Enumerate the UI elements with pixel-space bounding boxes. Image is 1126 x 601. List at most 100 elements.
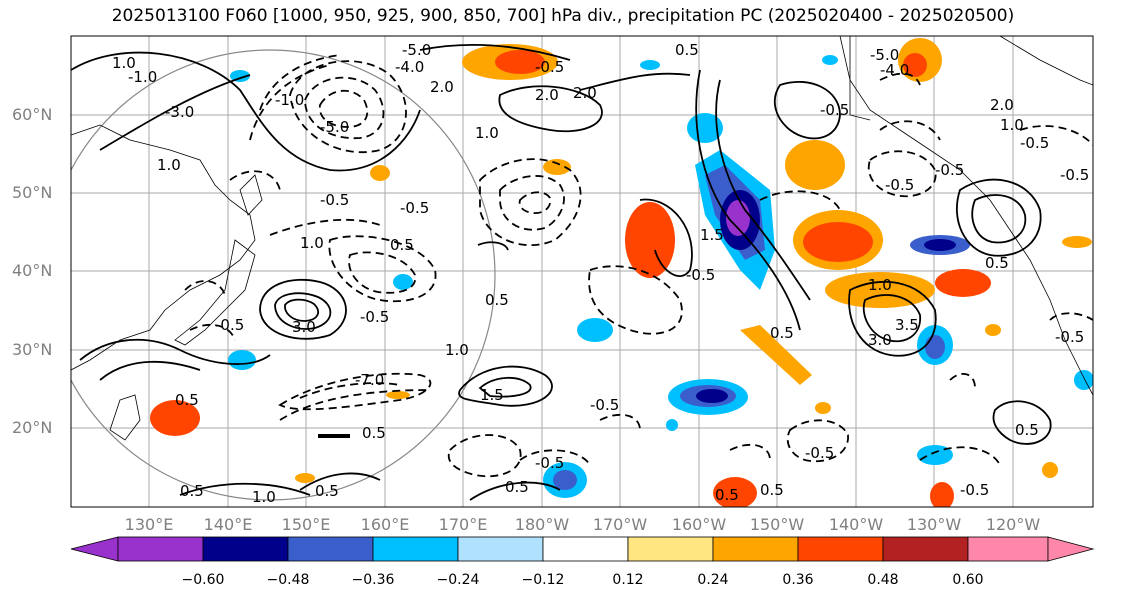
contour-label: -0.5 (535, 58, 564, 76)
contour-label: -5.0 (402, 41, 431, 59)
colorbar-tick: 0.24 (697, 572, 729, 588)
contour-label: -4.0 (880, 61, 909, 79)
contour-label: 0.5 (180, 482, 204, 500)
contour-label: 3.0 (292, 318, 316, 336)
colorbar-bin (372, 536, 459, 562)
contour-label: 1.5 (480, 386, 504, 404)
colorbar (70, 536, 1095, 562)
lon-label: 150°W (749, 515, 805, 534)
colorbar-tick: 0.60 (952, 572, 984, 588)
contour-label: 1.0 (1000, 116, 1024, 134)
contour-label: -4.0 (395, 58, 424, 76)
contour-label: 0.5 (985, 254, 1009, 272)
plot-frame (70, 35, 1094, 508)
contour-label: 1.0 (475, 124, 499, 142)
colorbar-tick: −0.12 (521, 572, 565, 588)
contour-label: 1.0 (252, 488, 276, 506)
contour-label: 3.0 (868, 331, 892, 349)
contour-label: -0.5 (885, 176, 914, 194)
lat-label: 40°N (12, 261, 53, 280)
negative-contours (184, 54, 1093, 478)
lon-label: 180°W (514, 515, 570, 534)
lon-label: 130°W (906, 515, 962, 534)
lon-label: 160°E (360, 515, 410, 534)
lon-label: 170°W (592, 515, 648, 534)
colorbar-extend-max (1047, 536, 1095, 562)
contour-label: 0.5 (760, 481, 784, 499)
map-content: 1.0 -1.0 -3.0 1.0 -1.0 -5.0 -5.0 -4.0 2.… (71, 36, 1093, 507)
contour-label: 2.0 (573, 84, 597, 102)
lon-label: 120°W (985, 515, 1041, 534)
contour-label: -3.0 (165, 103, 194, 121)
contour-labels: 1.0 -1.0 -3.0 1.0 -1.0 -5.0 -5.0 -4.0 2.… (112, 41, 1089, 506)
contour-label: -0.5 (1060, 166, 1089, 184)
colorbar-bin (797, 536, 884, 562)
contour-label: 0.5 (390, 236, 414, 254)
contour-label: 2.0 (430, 78, 454, 96)
colorbar-tick: 0.12 (612, 572, 644, 588)
contour-label: -0.5 (935, 161, 964, 179)
contour-label: 0.5 (715, 486, 739, 504)
contour-label: -1.0 (275, 91, 304, 109)
lon-label: 130°E (124, 515, 174, 534)
contour-label: 1.5 (700, 226, 724, 244)
graticule (71, 36, 1093, 507)
lat-label: 30°N (12, 340, 53, 359)
colorbar-bin (287, 536, 374, 562)
contour-label: -0.5 (360, 308, 389, 326)
contour-label: -0.5 (535, 454, 564, 472)
colorbar-bin (202, 536, 289, 562)
contour-label: -0.5 (820, 101, 849, 119)
lon-label: 170°E (438, 515, 488, 534)
lat-label: 50°N (12, 183, 53, 202)
contour-label: 1.0 (112, 54, 136, 72)
lon-label: 150°E (281, 515, 331, 534)
contour-label: -0.5 (215, 316, 244, 334)
colorbar-bin (117, 536, 204, 562)
contour-label: 1.0 (445, 341, 469, 359)
contour-label: -0.5 (590, 396, 619, 414)
colorbar-bin (627, 536, 714, 562)
region-circle (71, 49, 496, 501)
colorbar-bin (457, 536, 544, 562)
contour-label: -0.5 (1020, 134, 1049, 152)
contour-label: -0.5 (960, 481, 989, 499)
contour-label: -5.0 (320, 118, 349, 136)
colorbar-bin (712, 536, 799, 562)
contour-label: 2.0 (990, 96, 1014, 114)
contour-label: 0.5 (505, 478, 529, 496)
contour-label: 1.0 (157, 156, 181, 174)
contour-label: 2.0 (535, 86, 559, 104)
colorbar-bin (882, 536, 969, 562)
contour-label: -0.5 (320, 191, 349, 209)
map-title: 2025013100 F060 [1000, 950, 925, 900, 85… (111, 6, 1015, 26)
contour-label: 1.0 (300, 234, 324, 252)
lon-label: 160°W (671, 515, 727, 534)
contour-label: -7.0 (355, 371, 384, 389)
contour-label: 0.5 (175, 391, 199, 409)
positive-contours (71, 43, 1052, 501)
contour-label: 0.5 (315, 482, 339, 500)
contour-label: -1.0 (128, 68, 157, 86)
contour-label: 0.5 (675, 41, 699, 59)
lon-label: 140°W (828, 515, 884, 534)
colorbar-tick: 0.48 (867, 572, 899, 588)
contour-label: -0.5 (1055, 328, 1084, 346)
contour-label: -5.0 (870, 46, 899, 64)
colorbar-tick: −0.36 (351, 572, 395, 588)
contour-label: -0.5 (686, 266, 715, 284)
colorbar-bin (542, 536, 629, 562)
contour-label: 0.5 (770, 324, 794, 342)
contour-label: 0.5 (485, 291, 509, 309)
contour-label: 3.5 (895, 316, 919, 334)
contour-label: 1.0 (868, 276, 892, 294)
coastlines (71, 36, 1093, 441)
colorbar-tick: 0.36 (782, 572, 814, 588)
contour-label: 0.5 (1015, 421, 1039, 439)
lon-label: 140°E (203, 515, 253, 534)
precipitation-shading (150, 38, 1093, 507)
colorbar-extend-min (70, 536, 119, 562)
colorbar-tick: −0.24 (436, 572, 480, 588)
contour-label: 0.5 (362, 424, 386, 442)
